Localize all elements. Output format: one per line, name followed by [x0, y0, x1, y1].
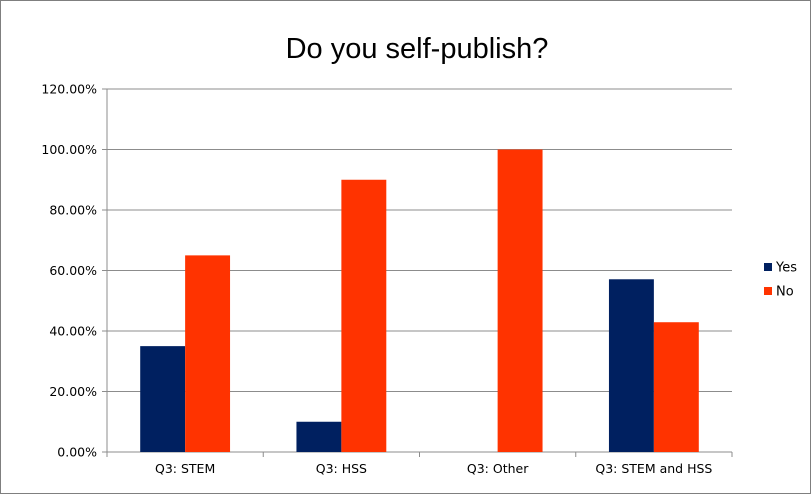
legend-label-yes: Yes	[775, 261, 797, 276]
y-tick-label: 80.00%	[49, 203, 97, 218]
bar-no-4	[653, 322, 699, 452]
legend-swatch-no	[764, 287, 772, 295]
x-tick-label: Q3: STEM	[155, 461, 215, 476]
bar-yes-4	[608, 279, 654, 452]
bars	[140, 149, 699, 452]
bar-yes-2	[296, 421, 342, 452]
y-tick-label: 40.00%	[49, 324, 97, 339]
legend-label-no: No	[776, 285, 794, 300]
y-tick-label: 20.00%	[49, 384, 97, 399]
x-tick-label: Q3: Other	[467, 461, 529, 476]
x-tick-label: Q3: STEM and HSS	[595, 461, 712, 476]
bar-no-2	[341, 179, 387, 452]
y-tick-label: 60.00%	[49, 263, 97, 278]
y-tick-label: 100.00%	[41, 142, 97, 157]
bar-yes-1	[140, 346, 186, 452]
legend: Yes No	[764, 261, 797, 300]
chart-title: Do you self-publish?	[286, 33, 549, 65]
y-tick-label: 0.00%	[57, 445, 97, 460]
bar-no-1	[185, 255, 231, 452]
legend-swatch-yes	[764, 263, 772, 271]
bar-no-3	[497, 149, 543, 452]
tick-labels: 0.00% 20.00% 40.00% 60.00% 80.00% 100.00% 120.…	[41, 82, 712, 477]
x-tick-label: Q3: HSS	[316, 461, 367, 476]
y-tick-label: 120.00%	[41, 82, 97, 97]
